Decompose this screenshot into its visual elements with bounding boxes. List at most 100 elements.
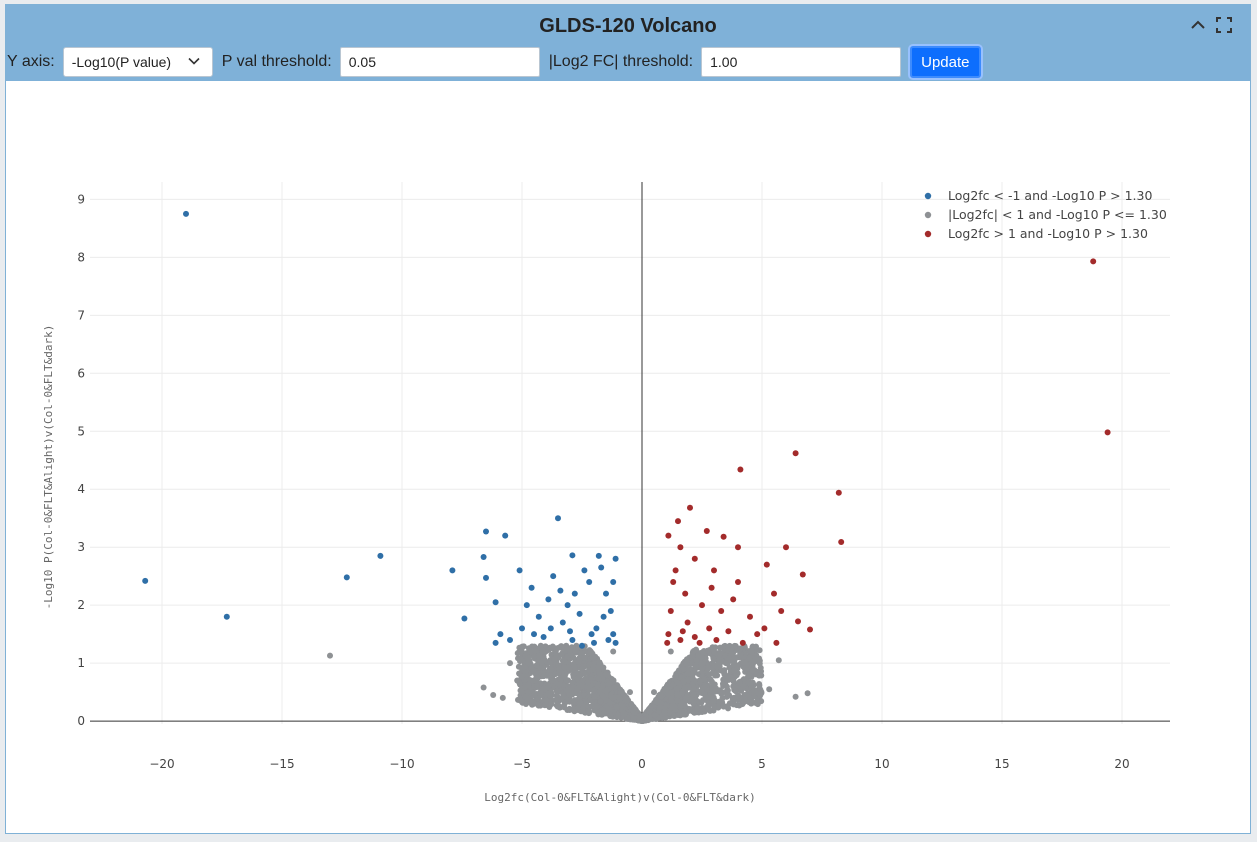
- y-tick-label: 9: [77, 192, 85, 206]
- red-point: [679, 628, 686, 635]
- grey-point: [565, 697, 572, 704]
- grey-point: [548, 701, 555, 708]
- grey-point: [606, 680, 613, 687]
- grey-point: [746, 671, 753, 678]
- red-point: [792, 450, 799, 457]
- grey-point: [549, 643, 556, 650]
- blue-point: [531, 631, 537, 638]
- grey-point: [540, 656, 547, 663]
- red-point: [675, 518, 681, 525]
- blue-point: [547, 625, 554, 632]
- red-point: [761, 625, 768, 632]
- grey-point: [709, 684, 716, 691]
- grey-point: [737, 645, 744, 652]
- grey-point: [554, 687, 561, 694]
- grey-point: [533, 662, 540, 669]
- grey-point: [518, 688, 525, 695]
- grey-point: [516, 670, 523, 677]
- y-tick-label: 0: [77, 714, 85, 728]
- grey-point: [603, 687, 610, 694]
- grey-point: [724, 690, 731, 697]
- grey-point: [536, 652, 543, 659]
- red-point: [670, 578, 677, 585]
- grey-point: [560, 693, 567, 700]
- grey-point: [754, 697, 761, 704]
- legend-entry: Log2fc > 1 and -Log10 P > 1.30: [948, 226, 1148, 241]
- red-point: [706, 625, 713, 632]
- red-point: [783, 544, 789, 551]
- blue-point: [605, 636, 612, 643]
- red-point: [838, 538, 845, 545]
- grey-point: [737, 652, 744, 659]
- blue-point: [610, 631, 617, 638]
- grey-point: [530, 667, 537, 674]
- red-point: [711, 567, 717, 574]
- x-tick-label: 20: [1114, 757, 1129, 771]
- grey-point: [631, 705, 638, 712]
- grey-point: [600, 664, 607, 671]
- red-point: [665, 631, 672, 638]
- grey-point: [610, 648, 617, 655]
- grey-point: [716, 698, 723, 705]
- grey-point: [611, 684, 618, 691]
- grey-point: [733, 702, 740, 709]
- grey-point: [618, 688, 625, 695]
- chevron-up-icon[interactable]: [1190, 17, 1206, 33]
- grey-point: [636, 717, 643, 724]
- y-axis-select[interactable]: -Log10(P value): [62, 47, 213, 77]
- grey-point: [531, 654, 537, 661]
- blue-point: [507, 636, 513, 643]
- grey-point: [710, 655, 717, 662]
- grey-point: [752, 643, 759, 650]
- grey-point: [711, 688, 718, 695]
- grey-point: [561, 704, 568, 711]
- grey-point: [699, 665, 705, 672]
- grey-point: [603, 697, 610, 704]
- grey-point: [693, 705, 700, 712]
- grey-point: [581, 654, 588, 661]
- grey-point: [701, 684, 708, 691]
- grey-point: [720, 703, 727, 710]
- grey-point: [514, 677, 521, 684]
- red-point: [713, 636, 720, 643]
- grey-point: [684, 692, 691, 699]
- blue-point: [502, 532, 509, 539]
- blue-point: [142, 577, 149, 584]
- grey-point: [620, 703, 627, 710]
- blue-point: [461, 615, 468, 622]
- grey-point: [716, 660, 723, 667]
- x-tick-label: 5: [758, 757, 766, 771]
- grey-point: [662, 713, 669, 720]
- grey-point: [700, 649, 707, 656]
- pval-threshold-input[interactable]: [339, 47, 540, 77]
- blue-point: [183, 210, 189, 217]
- grey-point: [578, 649, 585, 656]
- y-tick-label: 3: [77, 540, 85, 554]
- grey-point: [551, 656, 558, 663]
- grey-point: [742, 692, 749, 699]
- x-axis-label: Log2fc(Col-0&FLT&Alight)v(Col-0&FLT&dark…: [484, 791, 756, 804]
- legend-marker: [924, 211, 932, 219]
- grey-point: [571, 697, 578, 704]
- grey-point: [556, 681, 563, 688]
- grey-point: [684, 670, 691, 677]
- grey-point: [595, 709, 602, 716]
- y-axis-label: -Log10 P(Col-0&FLT&Alight)v(Col-0&FLT&da…: [42, 325, 55, 610]
- x-tick-label: 10: [874, 757, 889, 771]
- grey-point: [507, 660, 513, 667]
- red-point: [739, 639, 746, 646]
- y-tick-label: 4: [77, 482, 85, 496]
- x-tick-label: −20: [149, 757, 174, 771]
- grey-point: [719, 680, 726, 687]
- fc-threshold-input[interactable]: [701, 47, 902, 77]
- update-button[interactable]: Update: [910, 46, 981, 78]
- fullscreen-icon[interactable]: [1216, 17, 1232, 33]
- blue-point: [497, 631, 504, 638]
- blue-point: [528, 584, 535, 591]
- grey-point: [667, 648, 674, 655]
- red-point: [773, 639, 780, 646]
- grey-point: [766, 686, 773, 693]
- red-point: [687, 504, 693, 511]
- grey-point: [654, 699, 661, 706]
- grey-point: [756, 647, 763, 654]
